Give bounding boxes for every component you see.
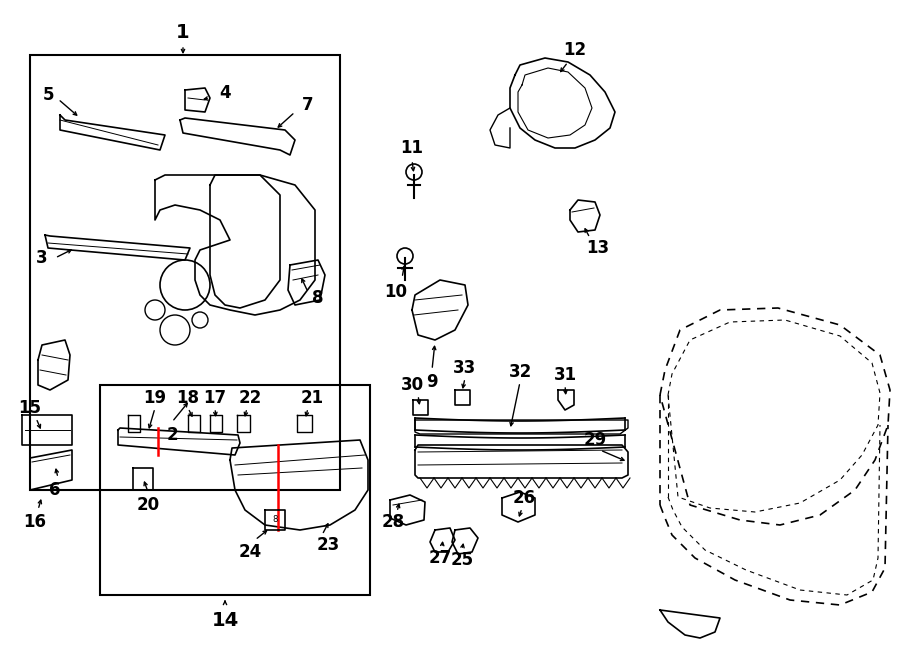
Text: 8: 8 (273, 516, 278, 524)
Text: 1: 1 (176, 22, 190, 42)
Text: 17: 17 (203, 389, 227, 407)
Text: 24: 24 (238, 543, 262, 561)
Text: 25: 25 (450, 551, 473, 569)
Text: 5: 5 (42, 86, 54, 104)
Text: 7: 7 (302, 96, 314, 114)
Text: 20: 20 (137, 496, 159, 514)
Text: 26: 26 (512, 489, 535, 507)
Text: 30: 30 (400, 376, 424, 394)
Text: 11: 11 (400, 139, 424, 157)
Text: 4: 4 (220, 84, 230, 102)
Text: 16: 16 (23, 513, 47, 531)
Text: 28: 28 (382, 513, 405, 531)
Text: 6: 6 (50, 481, 61, 499)
Text: 27: 27 (428, 549, 452, 567)
Text: 9: 9 (427, 373, 437, 391)
Text: 12: 12 (563, 41, 587, 59)
Text: 18: 18 (176, 389, 200, 407)
Text: 33: 33 (454, 359, 477, 377)
Text: 10: 10 (384, 283, 408, 301)
Text: 23: 23 (317, 536, 339, 554)
Text: 13: 13 (587, 239, 609, 257)
Text: 22: 22 (238, 389, 262, 407)
Text: 3: 3 (36, 249, 48, 267)
Text: 21: 21 (301, 389, 324, 407)
Text: 15: 15 (19, 399, 41, 417)
Text: 31: 31 (554, 366, 577, 384)
Text: 14: 14 (212, 611, 239, 629)
Text: 8: 8 (312, 289, 324, 307)
Text: 2: 2 (166, 426, 178, 444)
Text: 32: 32 (508, 363, 532, 381)
Text: 19: 19 (143, 389, 166, 407)
Text: 29: 29 (583, 431, 607, 449)
